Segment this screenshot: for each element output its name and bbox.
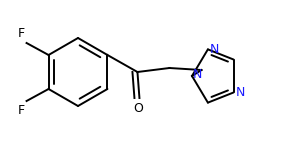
Text: F: F xyxy=(17,104,24,117)
Text: O: O xyxy=(133,102,143,115)
Text: F: F xyxy=(17,27,24,40)
Text: N: N xyxy=(193,68,202,80)
Text: N: N xyxy=(210,43,219,56)
Text: N: N xyxy=(235,86,245,99)
